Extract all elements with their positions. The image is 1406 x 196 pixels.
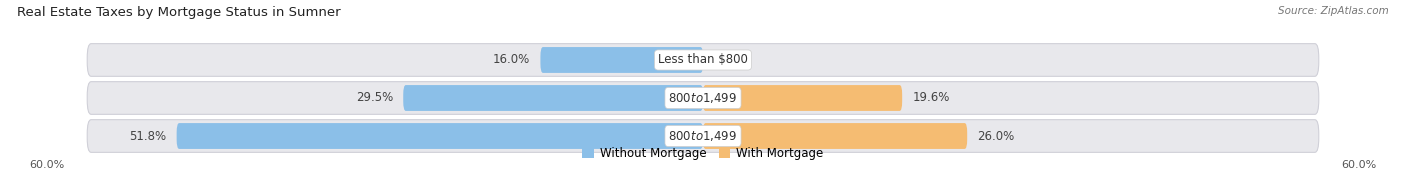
Text: $800 to $1,499: $800 to $1,499 <box>668 129 738 143</box>
FancyBboxPatch shape <box>703 85 903 111</box>
FancyBboxPatch shape <box>87 44 1319 76</box>
FancyBboxPatch shape <box>703 123 967 149</box>
Text: $800 to $1,499: $800 to $1,499 <box>668 91 738 105</box>
Text: Source: ZipAtlas.com: Source: ZipAtlas.com <box>1278 6 1389 16</box>
Text: 51.8%: 51.8% <box>129 130 166 142</box>
Text: 0.0%: 0.0% <box>718 54 748 66</box>
Text: 29.5%: 29.5% <box>356 92 394 104</box>
Legend: Without Mortgage, With Mortgage: Without Mortgage, With Mortgage <box>578 142 828 165</box>
FancyBboxPatch shape <box>177 123 703 149</box>
Text: 26.0%: 26.0% <box>977 130 1015 142</box>
Text: 60.0%: 60.0% <box>30 160 65 170</box>
Text: Less than $800: Less than $800 <box>658 54 748 66</box>
FancyBboxPatch shape <box>540 47 703 73</box>
FancyBboxPatch shape <box>87 82 1319 114</box>
FancyBboxPatch shape <box>87 120 1319 152</box>
FancyBboxPatch shape <box>404 85 703 111</box>
Text: 19.6%: 19.6% <box>912 92 949 104</box>
Text: Real Estate Taxes by Mortgage Status in Sumner: Real Estate Taxes by Mortgage Status in … <box>17 6 340 19</box>
Text: 60.0%: 60.0% <box>1341 160 1376 170</box>
Text: 16.0%: 16.0% <box>494 54 530 66</box>
